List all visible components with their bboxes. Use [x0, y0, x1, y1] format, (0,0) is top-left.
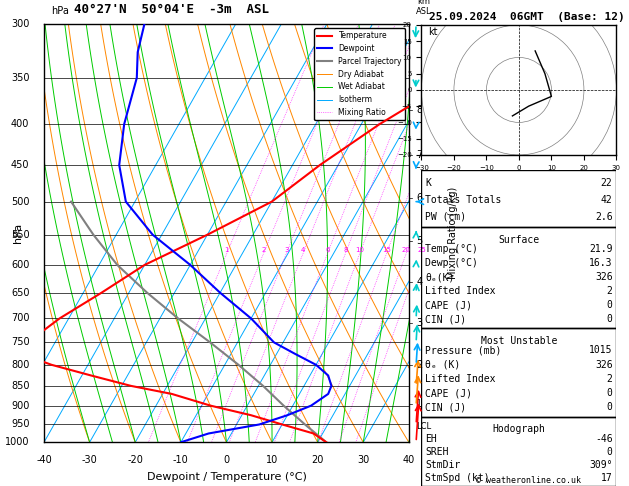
Text: K: K [425, 178, 431, 188]
Text: 8: 8 [416, 105, 422, 115]
Text: 350: 350 [11, 73, 30, 83]
Text: θₑ (K): θₑ (K) [425, 360, 460, 370]
Text: 950: 950 [11, 419, 30, 430]
Text: 400: 400 [11, 119, 30, 129]
Text: 850: 850 [11, 381, 30, 391]
Text: EH: EH [425, 434, 437, 444]
Text: 0: 0 [606, 314, 613, 324]
Text: 2: 2 [262, 247, 266, 253]
Text: 6: 6 [325, 247, 330, 253]
Text: -46: -46 [595, 434, 613, 444]
Text: 0: 0 [606, 300, 613, 310]
Text: 40: 40 [403, 455, 415, 465]
Text: CAPE (J): CAPE (J) [425, 300, 472, 310]
Text: 4: 4 [301, 247, 305, 253]
Text: 550: 550 [11, 230, 30, 240]
Text: Surface: Surface [498, 235, 540, 245]
Text: km
ASL: km ASL [416, 0, 431, 16]
Text: 22: 22 [601, 178, 613, 188]
Text: 0: 0 [606, 447, 613, 457]
Bar [421, 227, 616, 328]
Bar [421, 328, 616, 417]
Text: -30: -30 [82, 455, 97, 465]
Text: 0: 0 [606, 402, 613, 412]
Text: Pressure (mb): Pressure (mb) [425, 346, 502, 355]
Text: 326: 326 [595, 360, 613, 370]
Text: kt: kt [428, 27, 437, 36]
Text: CIN (J): CIN (J) [425, 402, 467, 412]
Text: hPa: hPa [13, 223, 23, 243]
Text: 17: 17 [601, 473, 613, 483]
Text: 800: 800 [11, 360, 30, 370]
Text: 7: 7 [416, 150, 423, 160]
Text: 10: 10 [355, 247, 364, 253]
Text: PW (cm): PW (cm) [425, 212, 467, 222]
Bar [421, 170, 616, 227]
Text: SREH: SREH [425, 447, 449, 457]
Text: 300: 300 [11, 19, 30, 29]
Text: 8: 8 [343, 247, 348, 253]
Text: 1015: 1015 [589, 346, 613, 355]
Text: 20: 20 [311, 455, 324, 465]
Text: 1: 1 [416, 399, 422, 409]
Text: 4: 4 [416, 277, 422, 287]
Text: 25: 25 [418, 247, 426, 253]
Text: Dewpoint / Temperature (°C): Dewpoint / Temperature (°C) [147, 471, 306, 482]
Text: © weatheronline.co.uk: © weatheronline.co.uk [476, 476, 581, 485]
Text: 500: 500 [11, 197, 30, 207]
Text: Hodograph: Hodograph [493, 424, 545, 434]
Text: Dewp (°C): Dewp (°C) [425, 258, 478, 268]
Text: StmDir: StmDir [425, 460, 460, 470]
Text: -20: -20 [127, 455, 143, 465]
Text: 15: 15 [382, 247, 391, 253]
Text: 0: 0 [223, 455, 230, 465]
Text: 2: 2 [416, 360, 423, 370]
Text: -40: -40 [36, 455, 52, 465]
Text: 5: 5 [416, 236, 423, 246]
Text: -10: -10 [173, 455, 189, 465]
Text: Lifted Index: Lifted Index [425, 286, 496, 296]
Text: 900: 900 [11, 400, 30, 411]
Text: 21.9: 21.9 [589, 244, 613, 254]
Text: Most Unstable: Most Unstable [481, 336, 557, 346]
Text: 2: 2 [606, 286, 613, 296]
Text: 2: 2 [606, 374, 613, 384]
Text: θₑ(K): θₑ(K) [425, 272, 455, 282]
Text: 30: 30 [357, 455, 369, 465]
Text: 40°27'N  50°04'E  -3m  ASL: 40°27'N 50°04'E -3m ASL [74, 3, 269, 16]
Text: 2.6: 2.6 [595, 212, 613, 222]
Text: 750: 750 [11, 337, 30, 347]
Text: CAPE (J): CAPE (J) [425, 388, 472, 398]
Text: Totals Totals: Totals Totals [425, 195, 502, 205]
Text: LCL: LCL [416, 422, 431, 431]
Text: Temp (°C): Temp (°C) [425, 244, 478, 254]
Text: 6: 6 [416, 193, 422, 203]
Text: 326: 326 [595, 272, 613, 282]
Text: 1000: 1000 [5, 437, 30, 447]
Text: 3: 3 [284, 247, 289, 253]
Text: 450: 450 [11, 160, 30, 170]
Bar [421, 417, 616, 486]
Text: Mixing Ratio (g/kg): Mixing Ratio (g/kg) [448, 187, 458, 279]
Legend: Temperature, Dewpoint, Parcel Trajectory, Dry Adiabat, Wet Adiabat, Isotherm, Mi: Temperature, Dewpoint, Parcel Trajectory… [314, 28, 405, 120]
Text: 1: 1 [225, 247, 229, 253]
Text: Lifted Index: Lifted Index [425, 374, 496, 384]
Text: CIN (J): CIN (J) [425, 314, 467, 324]
Text: 10: 10 [266, 455, 278, 465]
Text: 600: 600 [11, 260, 30, 270]
Text: 309°: 309° [589, 460, 613, 470]
Text: 20: 20 [402, 247, 411, 253]
Text: 0: 0 [606, 388, 613, 398]
Text: 16.3: 16.3 [589, 258, 613, 268]
Text: 25.09.2024  06GMT  (Base: 12): 25.09.2024 06GMT (Base: 12) [429, 12, 625, 22]
Text: 3: 3 [416, 318, 422, 329]
Text: StmSpd (kt): StmSpd (kt) [425, 473, 490, 483]
Text: 650: 650 [11, 288, 30, 298]
Text: hPa: hPa [52, 6, 69, 16]
Text: 700: 700 [11, 313, 30, 324]
Text: 42: 42 [601, 195, 613, 205]
